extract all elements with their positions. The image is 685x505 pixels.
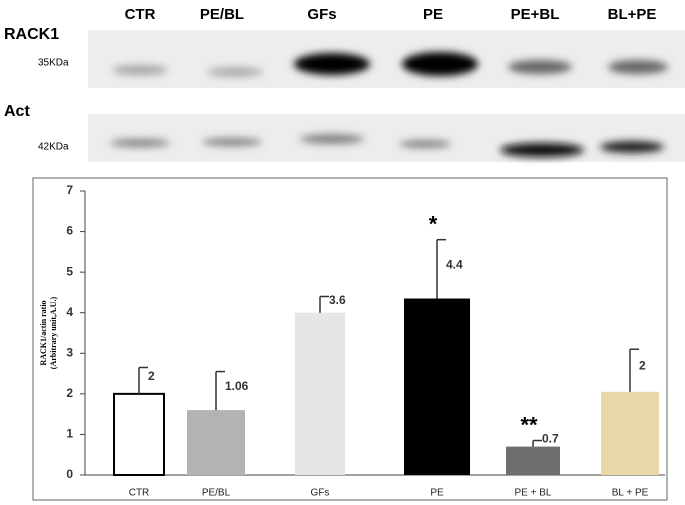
y-axis-sublabel: (Arbitrary unit,A.U.)	[49, 296, 58, 369]
bands	[110, 52, 668, 157]
bar-annotation: 2	[148, 369, 155, 383]
bar-annotation: 0.7	[542, 432, 559, 446]
x-tick-label: GFs	[311, 488, 330, 499]
y-tick-label: 1	[66, 427, 73, 441]
band-size: 42KDa	[38, 142, 69, 153]
row-label: Act	[4, 103, 30, 120]
significance-mark: *	[429, 211, 438, 236]
chart-frame	[32, 177, 668, 501]
blot-strip	[88, 114, 685, 162]
x-tick-label: PE + BL	[515, 488, 552, 499]
bar-annotation: 3.6	[329, 293, 346, 307]
lane-label: PE/BL	[200, 6, 244, 23]
lane-label: BL+PE	[608, 6, 657, 23]
y-tick-label: 7	[66, 183, 73, 197]
lane-label: PE+BL	[511, 6, 560, 23]
y-axis-label: RACK1/actin ratio	[39, 300, 48, 365]
x-tick-label: PE/BL	[202, 488, 231, 499]
bar-annotation: 4.4	[446, 257, 463, 271]
bar	[601, 391, 659, 475]
row-label: RACK1	[4, 26, 59, 43]
x-tick-label: PE	[430, 488, 444, 499]
significance-mark: **	[520, 412, 538, 437]
y-tick-label: 4	[66, 305, 73, 319]
lane-label: PE	[423, 6, 443, 23]
bar	[295, 312, 345, 475]
bar	[187, 410, 245, 475]
bar-annotation: 1.06	[225, 379, 249, 393]
lane-label: CTR	[125, 6, 156, 23]
y-tick-label: 5	[66, 264, 73, 278]
bar	[506, 446, 560, 475]
x-tick-label: CTR	[129, 488, 150, 499]
y-tick-label: 2	[66, 386, 73, 400]
y-tick-label: 0	[66, 467, 73, 481]
western-blot	[88, 30, 685, 162]
bar	[404, 298, 470, 475]
blot-strip	[88, 30, 685, 88]
y-tick-label: 6	[66, 224, 73, 238]
y-tick-label: 3	[66, 345, 73, 359]
lane-label: GFs	[307, 6, 336, 23]
x-tick-label: BL + PE	[612, 488, 649, 499]
bar-annotation: 2	[639, 359, 646, 373]
bar	[113, 392, 165, 477]
band-size: 35KDa	[38, 58, 69, 69]
